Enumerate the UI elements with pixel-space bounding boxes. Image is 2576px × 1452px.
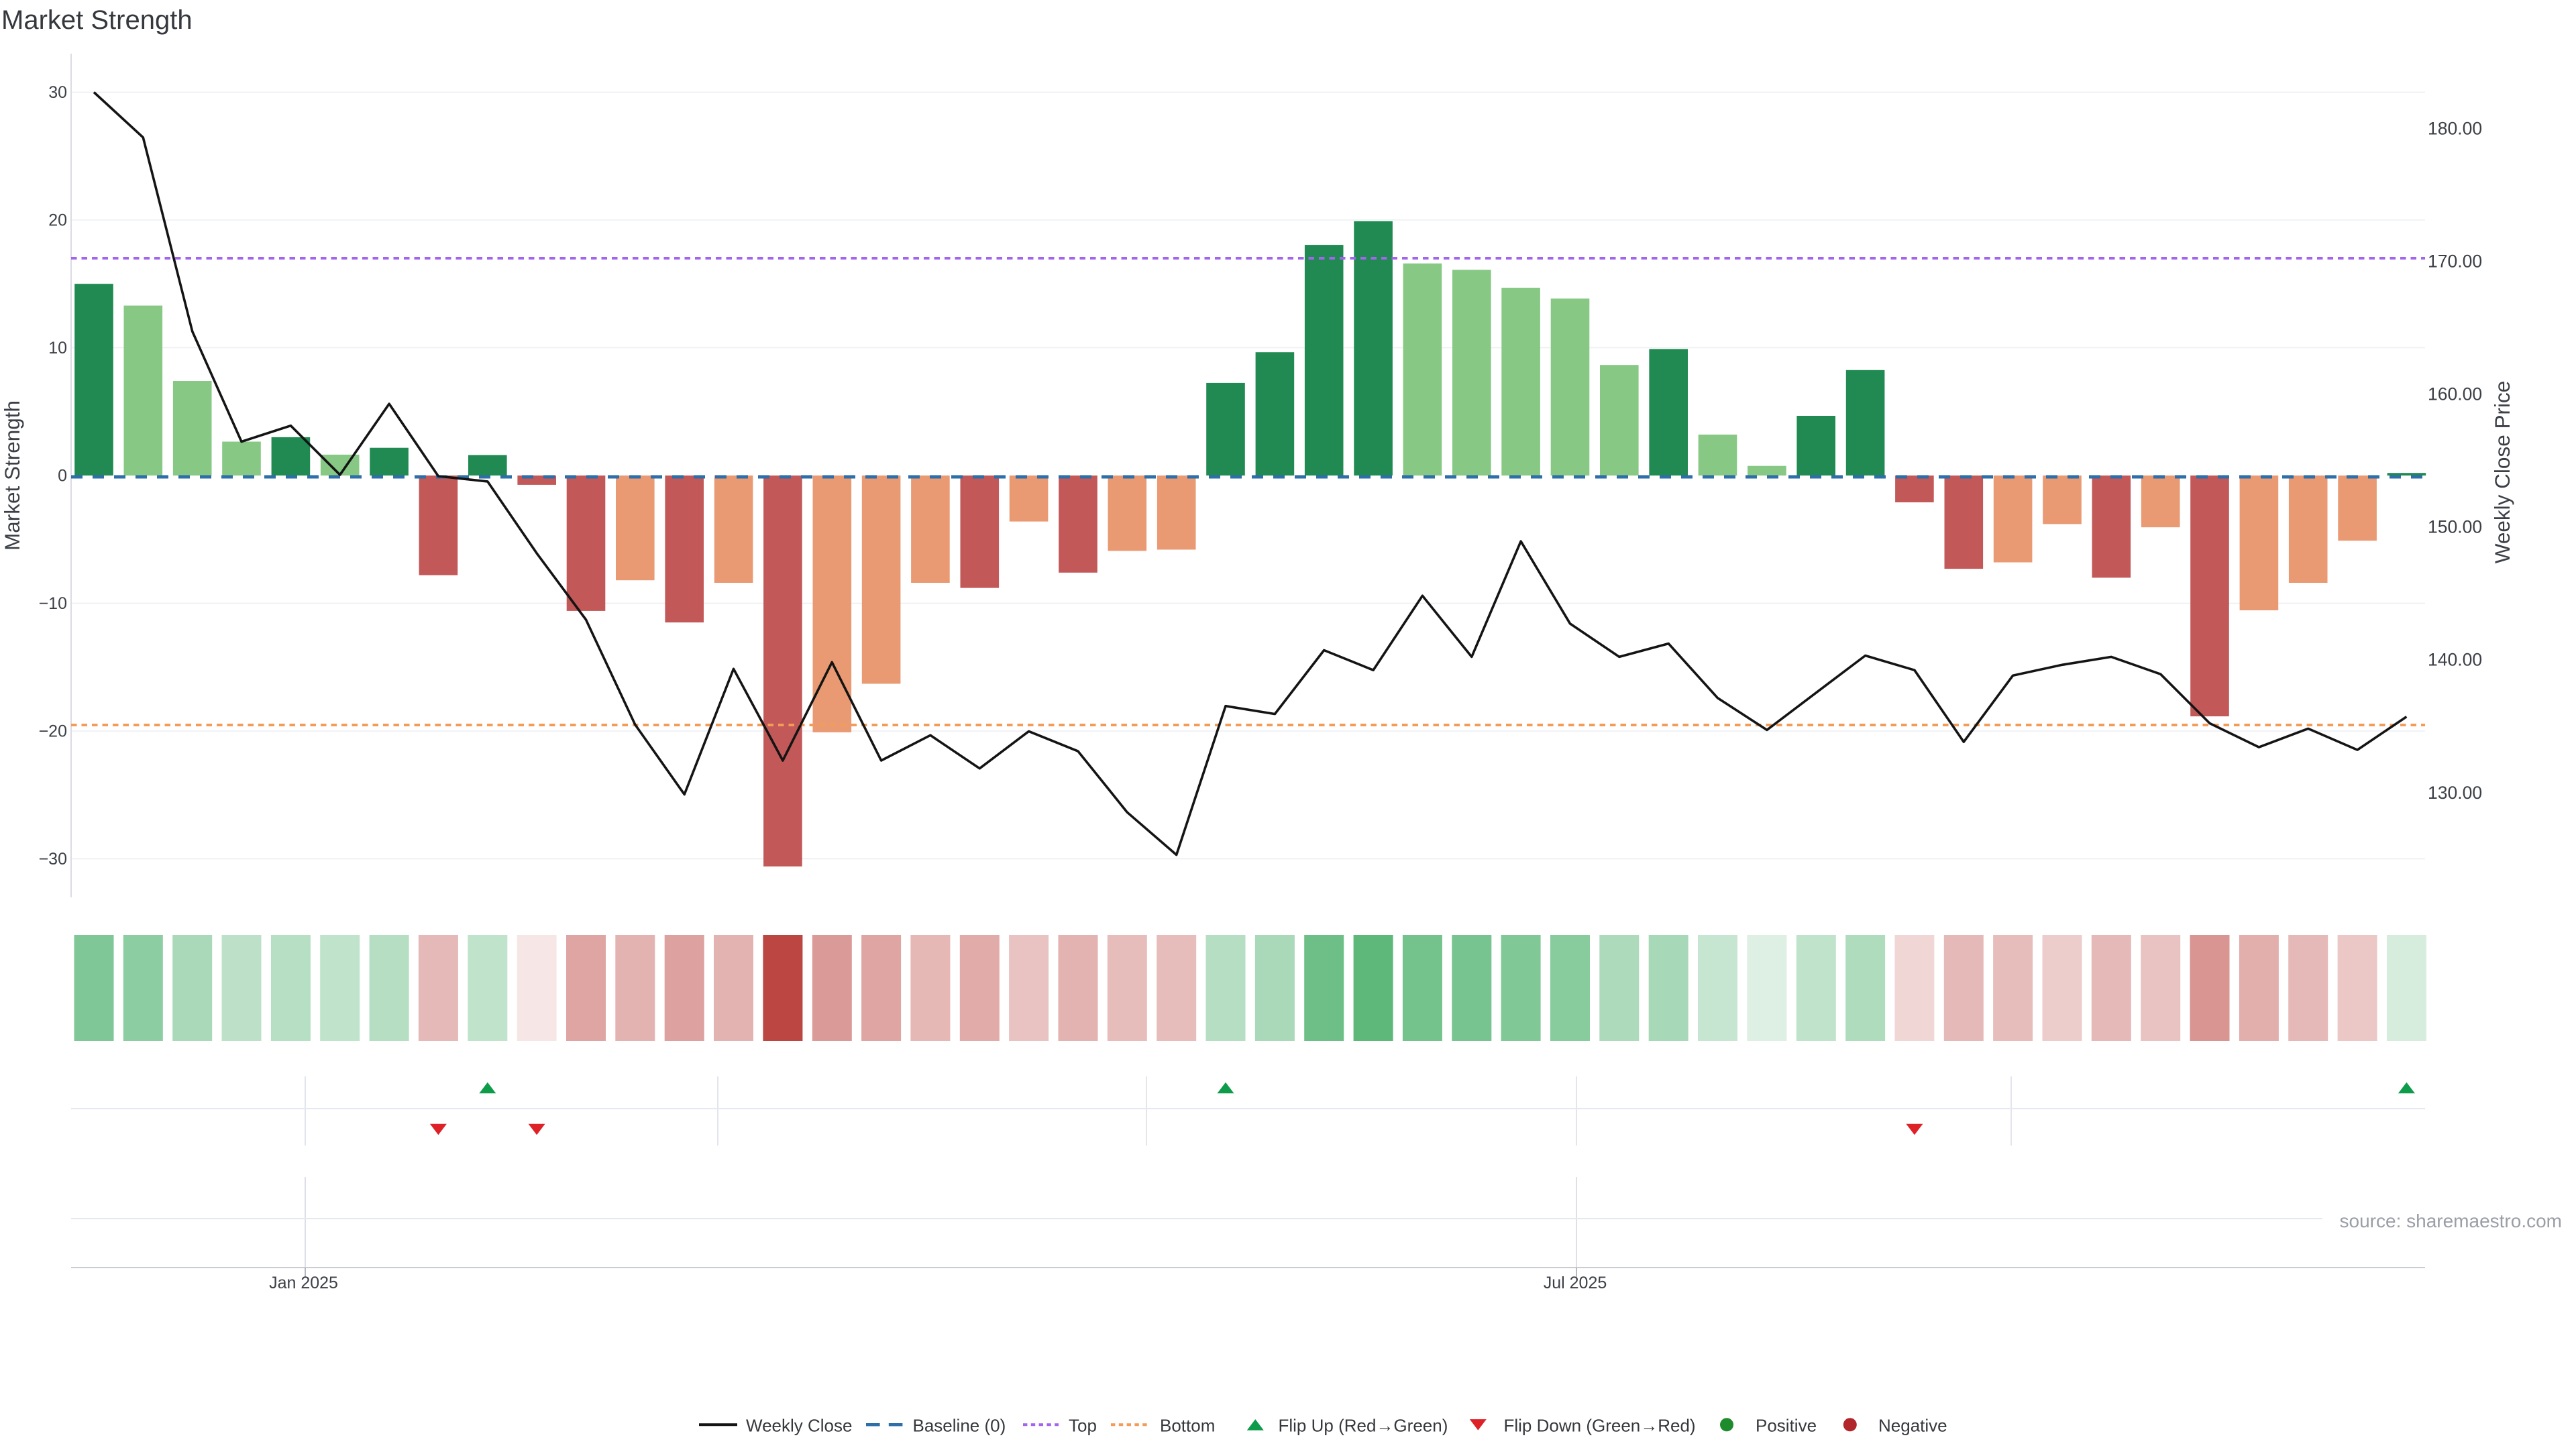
svg-text:170.00: 170.00 — [2428, 251, 2482, 271]
svg-text:source: sharemaestro.com: source: sharemaestro.com — [2340, 1211, 2562, 1231]
svg-text:10: 10 — [48, 339, 67, 357]
svg-text:0: 0 — [58, 467, 67, 486]
svg-text:140.00: 140.00 — [2428, 650, 2482, 670]
svg-text:Flip Up (Red→Green): Flip Up (Red→Green) — [1279, 1416, 1448, 1436]
svg-text:130.00: 130.00 — [2428, 783, 2482, 803]
svg-text:Market Strength: Market Strength — [0, 400, 24, 551]
svg-text:150.00: 150.00 — [2428, 517, 2482, 537]
svg-text:Top: Top — [1069, 1416, 1097, 1436]
svg-text:20: 20 — [48, 211, 67, 230]
svg-text:−30: −30 — [39, 850, 67, 869]
svg-text:Weekly Close: Weekly Close — [746, 1416, 852, 1436]
svg-text:Baseline (0): Baseline (0) — [913, 1416, 1006, 1436]
svg-text:30: 30 — [48, 83, 67, 102]
svg-text:160.00: 160.00 — [2428, 384, 2482, 404]
svg-text:Bottom: Bottom — [1160, 1416, 1215, 1436]
svg-text:Negative: Negative — [1878, 1416, 1947, 1436]
svg-text:Market Strength: Market Strength — [1, 5, 193, 35]
svg-text:Jul 2025: Jul 2025 — [1544, 1274, 1607, 1292]
svg-text:Jan 2025: Jan 2025 — [269, 1274, 338, 1292]
svg-text:Positive: Positive — [1756, 1416, 1817, 1436]
svg-text:Flip Down (Green→Red): Flip Down (Green→Red) — [1504, 1416, 1696, 1436]
svg-text:180.00: 180.00 — [2428, 118, 2482, 138]
svg-text:−10: −10 — [39, 594, 67, 613]
svg-text:Weekly Close Price: Weekly Close Price — [2490, 381, 2514, 564]
svg-text:−20: −20 — [39, 722, 67, 741]
